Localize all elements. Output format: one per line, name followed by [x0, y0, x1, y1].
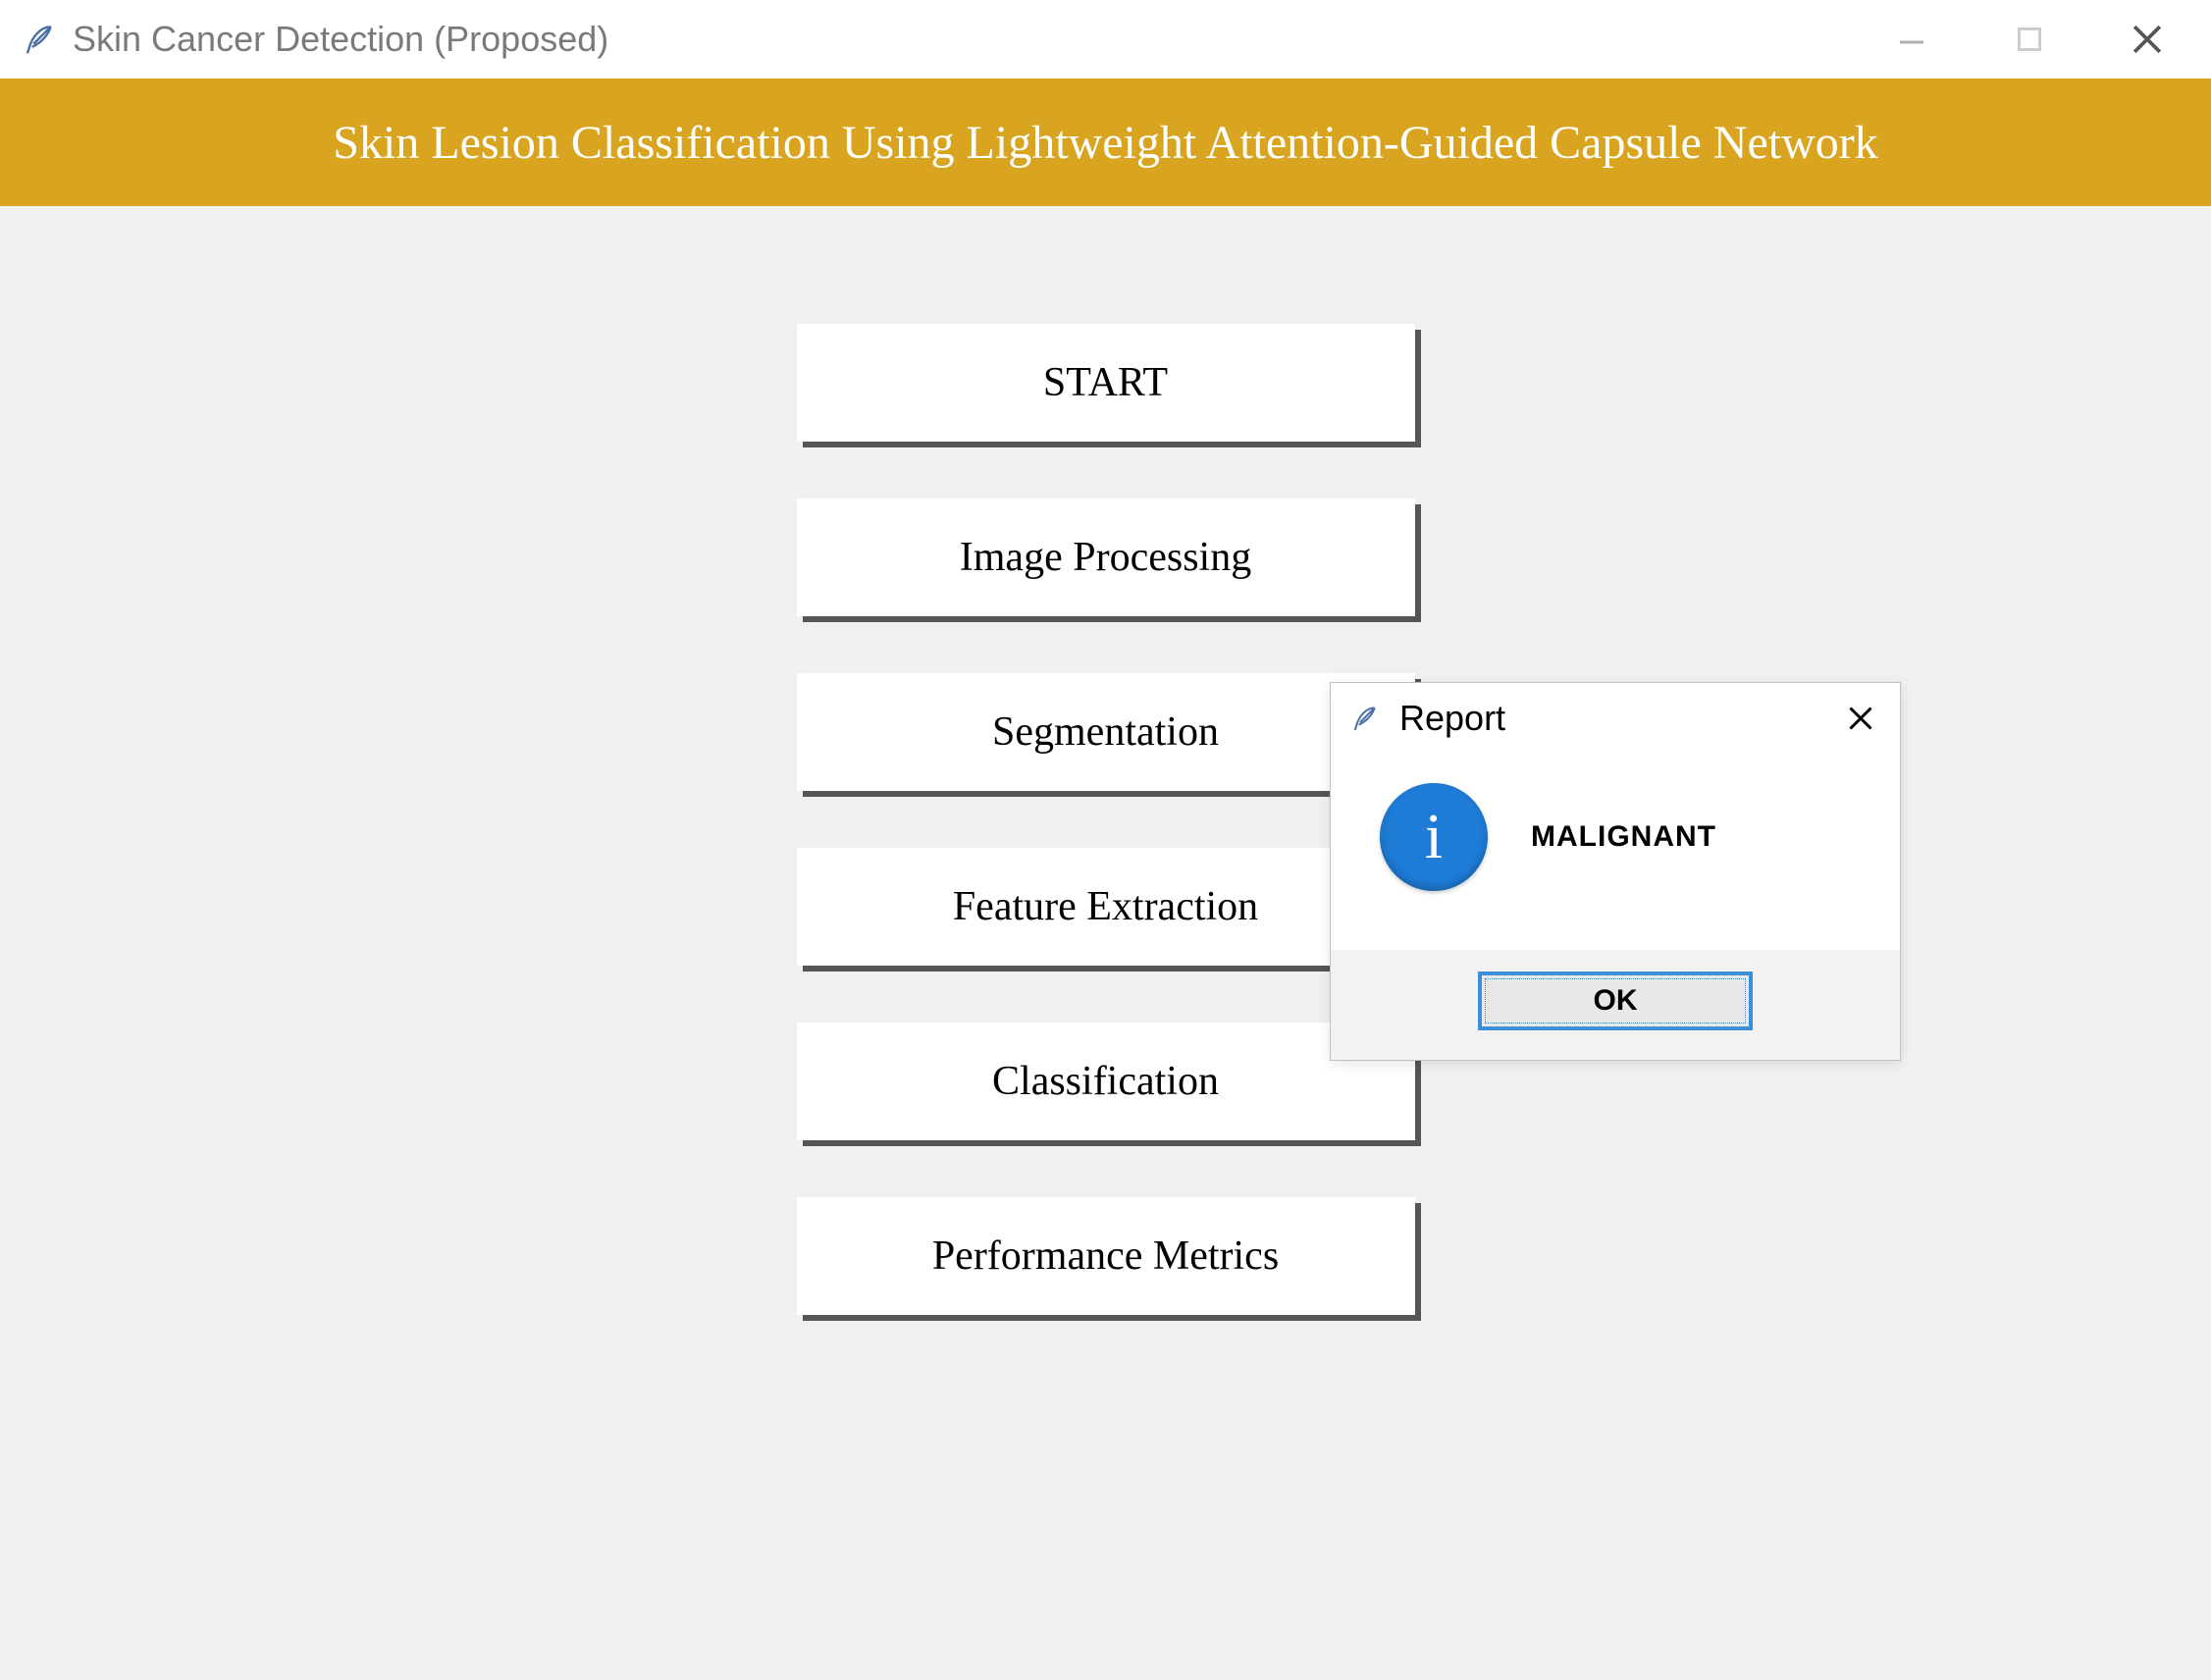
image-processing-button[interactable]: Image Processing	[797, 499, 1415, 616]
main-window: Skin Cancer Detection (Proposed) Skin Le…	[0, 0, 2211, 1680]
info-icon-glyph: i	[1425, 805, 1443, 869]
titlebar-left: Skin Cancer Detection (Proposed)	[20, 19, 1887, 60]
close-button[interactable]	[2123, 15, 2172, 64]
dialog-titlebar-left: Report	[1348, 698, 1839, 739]
dialog-message: MALIGNANT	[1531, 820, 1716, 854]
performance-metrics-button[interactable]: Performance Metrics	[797, 1197, 1415, 1315]
report-dialog: Report i MALIGNANT OK	[1330, 682, 1901, 1061]
header-banner: Skin Lesion Classification Using Lightwe…	[0, 79, 2211, 206]
start-button[interactable]: START	[797, 324, 1415, 442]
dialog-title: Report	[1399, 698, 1505, 739]
maximize-button[interactable]	[2005, 15, 2054, 64]
dialog-titlebar: Report	[1331, 683, 1900, 754]
feather-icon	[1348, 703, 1380, 734]
classification-button[interactable]: Classification	[797, 1023, 1415, 1140]
segmentation-button[interactable]: Segmentation	[797, 673, 1415, 791]
feather-icon	[20, 21, 57, 58]
window-title: Skin Cancer Detection (Proposed)	[73, 19, 608, 60]
dialog-body: i MALIGNANT	[1331, 754, 1900, 950]
minimize-button[interactable]	[1887, 15, 1936, 64]
content-area: START Image Processing Segmentation Feat…	[0, 206, 2211, 1680]
window-controls	[1887, 15, 2172, 64]
feature-extraction-button[interactable]: Feature Extraction	[797, 848, 1415, 966]
titlebar: Skin Cancer Detection (Proposed)	[0, 0, 2211, 79]
info-icon: i	[1380, 783, 1488, 891]
dialog-footer: OK	[1331, 950, 1900, 1060]
ok-button[interactable]: OK	[1478, 971, 1753, 1030]
dialog-close-button[interactable]	[1839, 697, 1882, 740]
header-title: Skin Lesion Classification Using Lightwe…	[333, 116, 1877, 170]
